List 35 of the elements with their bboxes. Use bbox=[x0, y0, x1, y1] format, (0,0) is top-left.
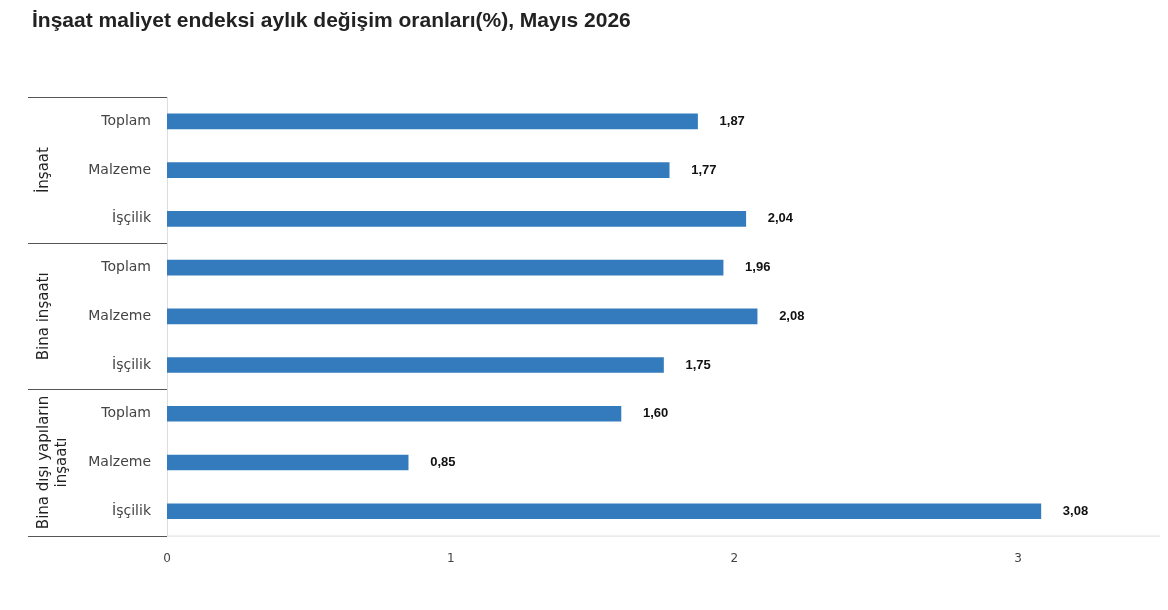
x-tick-label: 0 bbox=[163, 550, 171, 565]
y-tick-label: İşçilik bbox=[112, 500, 152, 518]
bar bbox=[167, 454, 409, 471]
text: Bina inşaatı bbox=[33, 272, 52, 361]
data-label: 1,87 bbox=[719, 112, 745, 128]
bar bbox=[167, 357, 664, 373]
y-tick-label: İşçilik bbox=[112, 354, 152, 372]
x-tick-label: 1 bbox=[446, 550, 455, 565]
text: Bina dışı yapıların inşaatı bbox=[33, 395, 70, 530]
x-tick-label: 2 bbox=[730, 550, 739, 565]
y-tick-label: Malzeme bbox=[88, 453, 151, 470]
text: İnşaat bbox=[32, 146, 52, 194]
data-label: 1,60 bbox=[642, 405, 669, 421]
data-label: 1,75 bbox=[685, 356, 711, 372]
data-label: 1,77 bbox=[691, 161, 717, 177]
y-tick-label: Toplam bbox=[100, 258, 151, 275]
y-tick-label: İşçilik bbox=[112, 208, 152, 226]
bar bbox=[167, 113, 698, 130]
x-tick-label: 3 bbox=[1014, 550, 1022, 565]
data-label: 1,96 bbox=[745, 259, 771, 275]
bar bbox=[167, 162, 670, 178]
bar bbox=[167, 259, 724, 276]
bar bbox=[167, 405, 622, 422]
y-tick-label: Toplam bbox=[100, 112, 151, 129]
y-tick-label: Malzeme bbox=[88, 306, 151, 323]
y-tick-label: Malzeme bbox=[88, 160, 151, 177]
data-label: 2,04 bbox=[767, 210, 794, 226]
data-label: 0,85 bbox=[430, 454, 456, 470]
bar bbox=[167, 308, 758, 325]
chart-title: İnşaat maliyet endeksi aylık değişim oranları(%), Mayıs 2026 bbox=[32, 8, 632, 33]
data-label: 2,08 bbox=[779, 307, 805, 323]
bar bbox=[167, 211, 747, 227]
data-label: 3,08 bbox=[1062, 502, 1089, 518]
bar bbox=[167, 503, 1042, 520]
y-tick-label: Toplam bbox=[100, 404, 151, 421]
